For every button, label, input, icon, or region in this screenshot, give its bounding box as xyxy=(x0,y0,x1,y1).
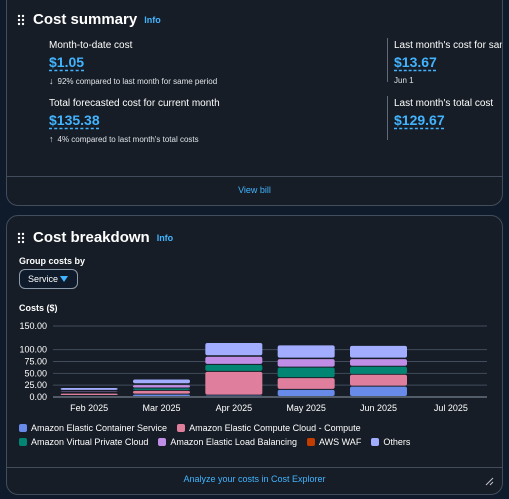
view-bill-link[interactable]: View bill xyxy=(238,185,271,195)
x-tick-label: Apr 2025 xyxy=(216,403,253,413)
y-tick-label: 100.00 xyxy=(19,345,47,355)
metric-divider xyxy=(387,96,388,140)
resize-handle-icon[interactable] xyxy=(485,477,494,486)
last-month-total-label: Last month's total cost xyxy=(394,98,494,109)
costs-axis-label: Costs ($) xyxy=(19,303,58,313)
legend-label: Amazon Elastic Compute Cloud - Compute xyxy=(189,423,361,433)
bar-segment[interactable] xyxy=(60,388,118,390)
forecast-cost-label: Total forecasted cost for current month xyxy=(49,98,220,109)
forecast-cost-note-text: 4% compared to last month's total costs xyxy=(57,134,199,144)
x-tick-label: Jun 2025 xyxy=(360,403,397,413)
mtd-cost-value[interactable]: $1.05 xyxy=(49,54,85,70)
legend-swatch xyxy=(177,424,186,432)
bar-segment[interactable] xyxy=(205,343,263,356)
breakdown-footer-divider xyxy=(7,467,502,468)
drag-handle-icon[interactable] xyxy=(17,14,25,26)
y-tick-label: 0.00 xyxy=(29,392,47,402)
bar-segment[interactable] xyxy=(133,379,190,384)
bar-segment[interactable] xyxy=(205,356,263,364)
bar-segment[interactable] xyxy=(277,345,335,358)
last-month-total-metric: Last month's total cost $129.67 xyxy=(394,98,493,130)
legend-swatch xyxy=(306,438,315,446)
x-tick-label: Jul 2025 xyxy=(434,403,468,413)
legend-swatch xyxy=(158,438,167,446)
bar-segment[interactable] xyxy=(133,385,190,388)
chart-legend: Amazon Elastic Container Service Amazon E… xyxy=(19,423,499,447)
legend-label: Amazon Elastic Container Service xyxy=(31,423,168,433)
bar-segment[interactable] xyxy=(350,386,407,396)
cost-summary-title: Cost summary xyxy=(33,11,138,28)
cost-breakdown-header: Cost breakdown Info xyxy=(17,229,173,246)
mtd-cost-metric: Month-to-date cost $1.05 ↓ 92% compared … xyxy=(49,40,217,86)
bar-segment[interactable] xyxy=(205,371,263,395)
legend-label: Amazon Virtual Private Cloud xyxy=(31,437,149,447)
cost-summary-header: Cost summary Info xyxy=(17,11,161,28)
forecast-cost-metric: Total forecasted cost for current month … xyxy=(49,98,220,144)
legend-label: Others xyxy=(383,437,411,447)
arrow-down-icon: ↓ xyxy=(49,76,54,86)
legend-item[interactable]: Others xyxy=(371,437,410,447)
bar-segment[interactable] xyxy=(350,374,407,386)
last-month-same-period-value[interactable]: $13.67 xyxy=(394,54,437,70)
last-month-same-period-note: Jun 1 xyxy=(394,76,414,85)
last-month-same-period-label: Last month's cost for same time period xyxy=(394,40,502,51)
bar-segment[interactable] xyxy=(205,364,263,371)
bar-segment[interactable] xyxy=(350,345,407,358)
caret-down-icon xyxy=(60,276,68,282)
x-tick-label: May 2025 xyxy=(286,403,326,413)
mtd-cost-note-text: 92% compared to last month for same peri… xyxy=(57,76,218,86)
forecast-cost-value[interactable]: $135.38 xyxy=(49,112,100,128)
legend-item[interactable]: Amazon Elastic Compute Cloud - Compute xyxy=(177,423,361,433)
bar-segment[interactable] xyxy=(277,359,335,367)
bar-segment[interactable] xyxy=(133,394,190,396)
legend-swatch xyxy=(19,424,27,432)
bar-segment[interactable] xyxy=(277,378,335,389)
bar-segment[interactable] xyxy=(350,366,407,374)
last-month-same-period-metric: Last month's cost for same time period $… xyxy=(394,40,502,85)
metric-divider xyxy=(387,38,388,82)
bar-segment[interactable] xyxy=(133,388,190,390)
cost-breakdown-title: Cost breakdown xyxy=(33,229,150,246)
bar-segment[interactable] xyxy=(277,389,335,396)
legend-label: AWS WAF xyxy=(318,437,362,447)
mtd-cost-label: Month-to-date cost xyxy=(49,40,133,51)
last-month-total-value[interactable]: $129.67 xyxy=(394,112,445,128)
x-tick-label: Feb 2025 xyxy=(70,403,108,413)
bar-segment[interactable] xyxy=(277,367,335,378)
group-by-select[interactable]: Service xyxy=(19,269,78,289)
cost-summary-card: Cost summary Info Month-to-date cost $1.… xyxy=(6,0,503,206)
forecast-cost-note: ↑ 4% compared to last month's total cost… xyxy=(49,134,220,144)
bar-segment[interactable] xyxy=(133,390,190,394)
y-tick-label: 150.00 xyxy=(19,321,47,331)
cost-explorer-link[interactable]: Analyze your costs in Cost Explorer xyxy=(183,474,326,484)
bar-segment[interactable] xyxy=(60,393,118,396)
legend-swatch xyxy=(371,438,380,446)
y-tick-label: 75.00 xyxy=(24,357,47,367)
legend-item[interactable]: Amazon Elastic Load Balancing xyxy=(158,437,297,447)
cost-summary-info-link[interactable]: Info xyxy=(144,14,161,25)
x-tick-label: Mar 2025 xyxy=(142,403,180,413)
y-tick-label: 50.00 xyxy=(24,368,47,378)
legend-item[interactable]: AWS WAF xyxy=(306,437,362,447)
mtd-cost-note: ↓ 92% compared to last month for same pe… xyxy=(49,76,217,86)
drag-handle-icon[interactable] xyxy=(17,232,25,244)
arrow-up-icon: ↑ xyxy=(49,134,54,144)
legend-label: Amazon Elastic Load Balancing xyxy=(170,437,297,447)
summary-footer-divider xyxy=(7,176,502,177)
legend-swatch xyxy=(19,438,27,446)
cost-breakdown-info-link[interactable]: Info xyxy=(156,232,174,243)
bar-segment[interactable] xyxy=(350,359,407,366)
cost-breakdown-card: Cost breakdown Info Group costs by Servi… xyxy=(6,215,503,495)
group-costs-by-label: Group costs by xyxy=(19,256,86,266)
group-by-select-value: Service xyxy=(28,274,59,284)
legend-item[interactable]: Amazon Virtual Private Cloud xyxy=(19,437,148,447)
legend-item[interactable]: Amazon Elastic Container Service xyxy=(19,423,167,433)
y-tick-label: 25.00 xyxy=(24,380,47,390)
